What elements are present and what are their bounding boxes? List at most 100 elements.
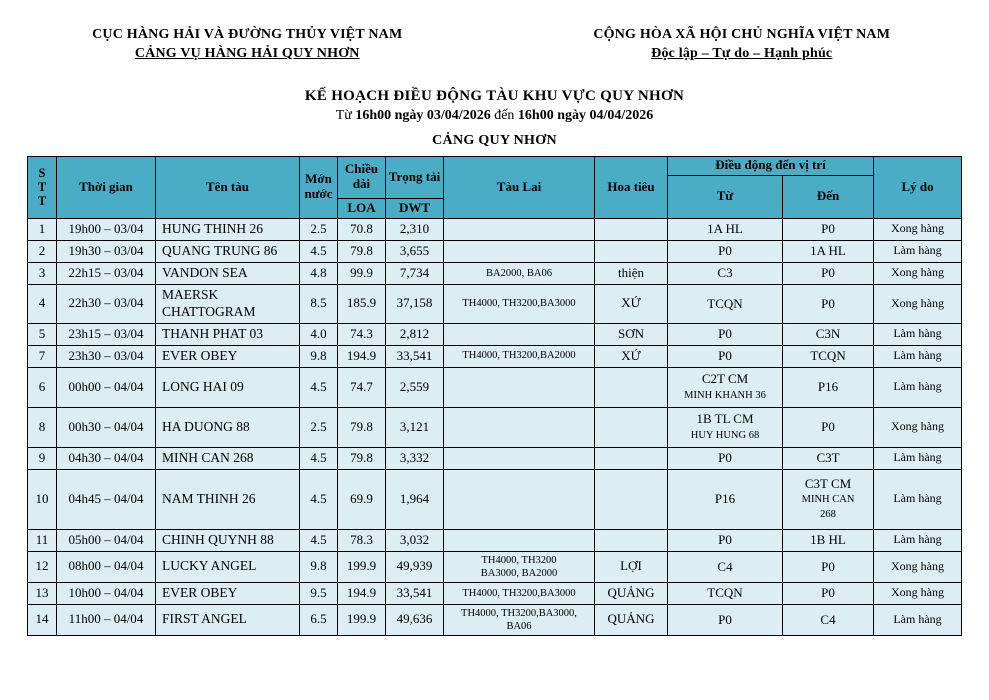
cell-from-main: P16: [714, 490, 736, 506]
cell-pilot: [594, 468, 668, 530]
cell-to: 1B HL: [781, 528, 875, 552]
cell-from: 1A HL: [667, 217, 783, 241]
cell-to-main: C3N: [815, 325, 841, 341]
cell-tugs: BA2000, BA06: [443, 261, 595, 285]
cell-pilot: [594, 446, 668, 470]
title-block: KẾ HOẠCH ĐIỀU ĐỘNG TÀU KHU VỰC QUY NHƠN …: [0, 88, 989, 149]
cell-time: 08h00 – 04/04: [56, 550, 156, 583]
col-header-length: Chiều dài: [337, 155, 386, 199]
col-header-stt: S T T: [27, 155, 57, 219]
cell-from-main: C3: [717, 265, 733, 281]
cell-tugs: TH4000, TH3200,BA3000, BA06: [443, 603, 595, 637]
cell-stt: 11: [27, 528, 57, 552]
table-row: 11 05h00 – 04/04 CHINH QUYNH 88 4.5 78.3 3,03…: [27, 528, 963, 552]
cell-ship-name: MAERSK CHATTOGRAM: [155, 283, 300, 324]
cell-ship-name: HUNG THINH 26: [155, 217, 300, 241]
cell-dwt: 3,032: [385, 528, 444, 552]
date-range-start: 16h00 ngày 03/04/2026: [355, 107, 491, 123]
col-header-to: Đến: [781, 174, 875, 219]
cell-to: P16: [781, 366, 875, 408]
cell-stt: 6: [27, 366, 57, 408]
cell-to-main: C3T: [816, 449, 840, 465]
cell-tugs: [443, 406, 595, 448]
col-header-loa: LOA: [337, 197, 386, 219]
cell-to-main: C4: [820, 611, 836, 627]
cell-loa: 74.7: [337, 366, 386, 408]
cell-stt: 7: [27, 344, 57, 368]
cell-dwt: 2,310: [385, 217, 444, 241]
cell-tugs: TH4000, TH3200,BA2000: [443, 344, 595, 368]
date-range-prefix: Từ: [335, 107, 356, 123]
cell-reason: Làm hàng: [873, 446, 963, 470]
cell-time: 23h30 – 03/04: [56, 344, 156, 368]
cell-ship-name: NAM THINH 26: [155, 468, 300, 530]
cell-draft: 2.5: [299, 217, 338, 241]
cell-dwt: 3,332: [385, 446, 444, 470]
ship-movement-table: S T T Thời gian Tên tàu Mớn nước Chiều d…: [27, 155, 963, 637]
cell-draft: 8.5: [299, 283, 338, 324]
cell-tugs: [443, 239, 595, 263]
document-page: CỤC HÀNG HẢI VÀ ĐƯỜNG THỦY VIỆT NAM CẢNG…: [0, 27, 989, 637]
cell-pilot: XỨ: [594, 344, 668, 368]
cell-loa: 194.9: [337, 581, 386, 605]
cell-to-main: P0: [821, 558, 835, 574]
cell-time: 19h30 – 03/04: [56, 239, 156, 263]
cell-reason: Xong hàng: [873, 217, 963, 241]
cell-from-main: P0: [718, 243, 732, 259]
cell-dwt: 2,559: [385, 366, 444, 408]
cell-to: C3T CM MINH CAN 268: [781, 468, 875, 530]
cell-stt: 5: [27, 322, 57, 346]
table-row: 9 04h30 – 04/04 MINH CAN 268 4.5 79.8 3,332 P0…: [27, 446, 963, 470]
col-header-reason: Lý do: [873, 155, 963, 219]
table-row: 14 11h00 – 04/04 FIRST ANGEL 6.5 199.9 49,636…: [27, 603, 963, 637]
cell-stt: 4: [27, 283, 57, 324]
cell-ship-name: LUCKY ANGEL: [155, 550, 300, 583]
cell-from-main: P0: [718, 531, 732, 547]
cell-reason: Làm hàng: [873, 603, 963, 637]
agency-name: CỤC HÀNG HẢI VÀ ĐƯỜNG THỦY VIỆT NAM: [92, 27, 403, 42]
cell-reason: Làm hàng: [873, 239, 963, 263]
cell-tugs: [443, 468, 595, 530]
cell-time: 22h30 – 03/04: [56, 283, 156, 324]
cell-tugs: TH4000, TH3200,BA3000: [443, 581, 595, 605]
cell-to-main: P0: [821, 418, 835, 434]
cell-from: P0: [667, 239, 783, 263]
date-range-end: 16h00 ngày 04/04/2026: [517, 107, 654, 123]
cell-to: P0: [781, 261, 875, 285]
cell-tugs: TH4000, TH3200 BA3000, BA2000: [443, 550, 595, 583]
cell-reason: Xong hàng: [873, 283, 963, 324]
cell-from: P0: [667, 322, 783, 346]
cell-loa: 194.9: [337, 344, 386, 368]
table-row: 5 23h15 – 03/04 THANH PHAT 03 4.0 74.3 2,812 S…: [27, 322, 963, 346]
table-row: 7 23h30 – 03/04 EVER OBEY 9.8 194.9 33,541 TH4…: [27, 344, 963, 368]
cell-from-sub: MINH KHANH 36: [684, 389, 766, 401]
cell-stt: 2: [27, 239, 57, 263]
cell-loa: 79.8: [337, 239, 386, 263]
cell-from: C4: [667, 550, 783, 583]
cell-time: 10h00 – 04/04: [56, 581, 156, 605]
col-header-movement: Điều động đến vị trí: [666, 155, 875, 176]
cell-dwt: 2,812: [385, 322, 444, 346]
table-row: 6 00h00 – 04/04 LONG HAI 09 4.5 74.7 2,559 C2T…: [27, 366, 963, 408]
cell-reason: Xong hàng: [873, 581, 963, 605]
cell-draft: 6.5: [299, 603, 338, 637]
cell-tugs: [443, 217, 595, 241]
cell-to: C3N: [781, 322, 875, 346]
national-motto-line1: CỘNG HÒA XÃ HỘI CHỦ NGHĨA VIỆT NAM: [593, 27, 891, 42]
cell-reason: Xong hàng: [873, 550, 963, 583]
cell-to-main: 1B HL: [810, 531, 846, 547]
cell-to-main: C3T CM: [804, 476, 852, 492]
cell-from-sub: HUY HUNG 68: [690, 429, 760, 441]
cell-reason: Làm hàng: [873, 366, 963, 408]
cell-from-main: P0: [718, 449, 732, 465]
cell-to: 1A HL: [781, 239, 875, 263]
cell-from-main: 1B TL CM: [696, 411, 754, 427]
cell-stt: 13: [27, 581, 57, 605]
cell-dwt: 33,541: [385, 344, 444, 368]
cell-pilot: [594, 528, 668, 552]
cell-from: 1B TL CM HUY HUNG 68: [667, 406, 783, 448]
section-title: CẢNG QUY NHƠN: [432, 132, 557, 148]
cell-ship-name: THANH PHAT 03: [155, 322, 300, 346]
cell-to-main: 1A HL: [810, 243, 846, 259]
cell-from-main: C4: [717, 558, 733, 574]
